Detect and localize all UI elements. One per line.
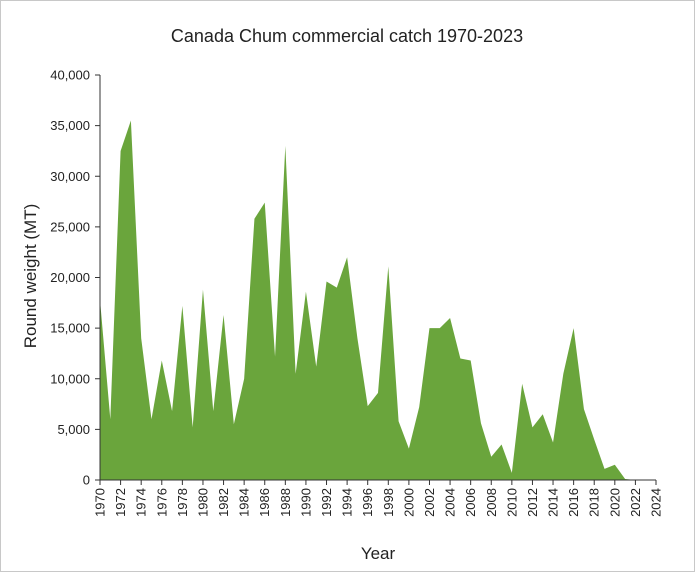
data-point: [563, 373, 565, 375]
data-point: [460, 358, 462, 360]
x-tick-label: 1978: [175, 488, 190, 517]
y-tick-label: 0: [83, 473, 90, 488]
x-tick-label: 1994: [340, 488, 355, 517]
data-point: [521, 383, 523, 385]
data-point: [449, 317, 451, 319]
x-tick-label: 1972: [113, 488, 128, 517]
data-point: [336, 287, 338, 289]
data-point: [439, 327, 441, 329]
data-point: [295, 373, 297, 375]
data-point: [552, 442, 554, 444]
data-point: [583, 408, 585, 410]
x-tick-label: 1980: [195, 488, 210, 517]
data-point: [305, 291, 307, 293]
data-point: [161, 360, 163, 362]
data-point: [326, 281, 328, 283]
y-tick-label: 20,000: [50, 270, 90, 285]
data-point: [532, 427, 534, 429]
data-point: [480, 423, 482, 425]
x-tick-label: 2020: [607, 488, 622, 517]
data-point: [511, 472, 513, 474]
y-tick-label: 35,000: [50, 118, 90, 133]
y-tick-label: 25,000: [50, 219, 90, 234]
data-point: [140, 337, 142, 339]
data-point: [542, 413, 544, 415]
x-tick-label: 2008: [484, 488, 499, 517]
data-point: [120, 150, 122, 152]
x-axis-title: Year: [361, 544, 396, 563]
x-tick-label: 1982: [216, 488, 231, 517]
data-point: [604, 468, 606, 470]
y-tick-label: 40,000: [50, 68, 90, 83]
data-point: [490, 456, 492, 458]
data-point: [274, 356, 276, 358]
data-point: [254, 218, 256, 220]
data-point: [182, 305, 184, 307]
data-point: [171, 410, 173, 412]
data-point: [367, 405, 369, 407]
data-point: [130, 120, 132, 122]
data-point: [233, 424, 235, 426]
data-point: [346, 256, 348, 258]
y-axis-ticks: 0 5,000 10,000 15,000 20,000 25,000 30,000 35,0…: [50, 68, 100, 488]
data-point: [408, 448, 410, 450]
y-tick-label: 15,000: [50, 321, 90, 336]
x-tick-label: 1990: [298, 488, 313, 517]
x-tick-label: 1970: [93, 488, 108, 517]
x-tick-label: 2000: [401, 488, 416, 517]
x-tick-label: 1988: [278, 488, 293, 517]
data-point: [202, 289, 204, 291]
x-tick-label: 2014: [546, 488, 561, 517]
data-point: [285, 145, 287, 147]
chart-title: Canada Chum commercial catch 1970-2023: [171, 26, 523, 46]
data-point: [398, 420, 400, 422]
x-tick-label: 1996: [360, 488, 375, 517]
data-point: [243, 378, 245, 380]
y-tick-label: 10,000: [50, 371, 90, 386]
x-tick-label: 1986: [257, 488, 272, 517]
data-point: [109, 418, 111, 420]
x-tick-label: 2006: [463, 488, 478, 517]
y-axis-title: Round weight (MT): [21, 204, 40, 349]
data-point: [223, 314, 225, 316]
x-tick-label: 2022: [628, 488, 643, 517]
data-point: [264, 202, 266, 204]
x-tick-label: 2024: [649, 488, 664, 517]
catch-area: [100, 120, 646, 480]
x-tick-label: 1974: [134, 488, 149, 517]
data-point: [212, 410, 214, 412]
data-point: [192, 427, 194, 429]
data-point: [429, 327, 431, 329]
x-tick-label: 1984: [237, 488, 252, 517]
x-tick-label: 2016: [566, 488, 581, 517]
data-point: [315, 366, 317, 368]
y-tick-label: 5,000: [57, 422, 90, 437]
data-point: [501, 444, 503, 446]
data-point: [387, 266, 389, 268]
x-tick-label: 2018: [587, 488, 602, 517]
data-point: [614, 464, 616, 466]
x-tick-label: 2010: [504, 488, 519, 517]
x-tick-label: 2002: [422, 488, 437, 517]
x-tick-label: 1998: [381, 488, 396, 517]
x-axis-ticks: 1970 1972 1974 1976 1978 1980 1982 1984 1986 1988…: [93, 480, 664, 517]
data-point: [357, 337, 359, 339]
data-point: [377, 392, 379, 394]
data-point: [151, 418, 153, 420]
x-tick-label: 1976: [154, 488, 169, 517]
y-tick-label: 30,000: [50, 169, 90, 184]
x-tick-label: 1992: [319, 488, 334, 517]
x-tick-label: 2004: [443, 488, 458, 517]
data-point: [418, 406, 420, 408]
data-point: [593, 439, 595, 441]
data-point: [573, 327, 575, 329]
x-tick-label: 2012: [525, 488, 540, 517]
data-point: [470, 360, 472, 362]
